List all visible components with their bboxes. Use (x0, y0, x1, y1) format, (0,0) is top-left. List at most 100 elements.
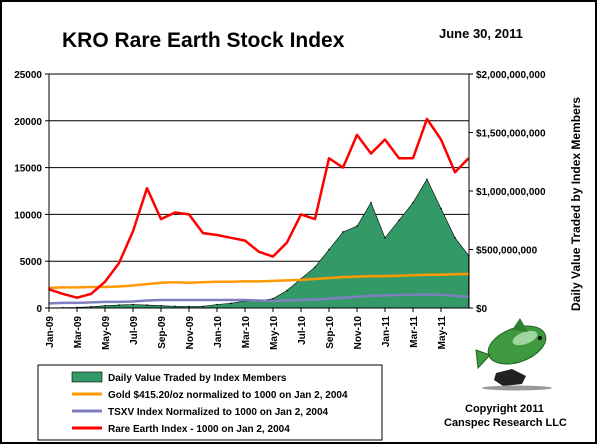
x-tick-label: Nov-09 (185, 316, 196, 350)
x-tick-label: Sep-10 (325, 316, 336, 349)
series-point-gold (230, 280, 232, 283)
volume-point (90, 306, 92, 308)
series-point-tsxv (174, 299, 176, 301)
series-point-tsxv (244, 299, 246, 301)
series-point-rare (146, 187, 148, 189)
volume-point (174, 305, 176, 308)
series-point-gold (342, 276, 344, 278)
series-point-gold (300, 279, 302, 281)
series-point-gold (118, 285, 120, 288)
x-tick-label: Sep-09 (157, 316, 168, 349)
series-point-rare (454, 171, 456, 174)
right-axis-ticks: $0 $500,000,000 $1,000,000,000 $1,500,000,0… (469, 70, 546, 315)
series-point-rare (398, 157, 400, 160)
x-tick-label: Jan-11 (381, 316, 392, 348)
volume-area (48, 178, 470, 309)
series-point-rare (202, 232, 204, 234)
legend-label: Daily Value Traded by Index Members (108, 373, 287, 384)
volume-series-area (48, 178, 469, 309)
series-point-tsxv (300, 299, 302, 301)
left-tick-label: 15000 (14, 164, 42, 175)
x-tick-label: Mar-09 (73, 316, 84, 349)
series-point-tsxv (216, 299, 218, 301)
x-tick-label: Mar-10 (241, 316, 252, 349)
legend-label: TSXV Index Normalized to 1000 on Jan 2, … (108, 407, 329, 418)
series-point-gold (62, 286, 64, 289)
series-point-tsxv (384, 294, 386, 297)
series-point-gold (328, 277, 330, 279)
volume-point (412, 201, 414, 204)
series-point-gold (216, 280, 218, 283)
x-tick-label: Jul-10 (297, 316, 308, 345)
series-point-gold (412, 274, 414, 277)
series-point-rare (440, 138, 442, 141)
legend-swatch (71, 371, 103, 383)
series-point-tsxv (398, 294, 400, 296)
right-tick-label: $1,000,000,000 (476, 187, 546, 198)
volume-point (328, 248, 330, 251)
series-point-tsxv (258, 299, 260, 302)
copyright-text: Copyright 2011 (465, 403, 544, 415)
x-tick-label: Jul-09 (129, 316, 140, 345)
series-point-rare (132, 230, 134, 233)
company-name: Canspec Research LLC (444, 417, 567, 429)
series-point-rare (90, 293, 92, 295)
chart-date: June 30, 2011 (439, 26, 523, 41)
series-point-tsxv (160, 299, 162, 301)
series-point-gold (356, 275, 358, 278)
left-tick-label: 0 (36, 304, 42, 315)
series-point-tsxv (272, 300, 274, 302)
volume-point (160, 304, 162, 307)
series-point-rare (62, 293, 64, 295)
series-point-tsxv (440, 294, 442, 296)
series-point-tsxv (426, 293, 428, 296)
series-point-rare (76, 296, 78, 299)
x-tick-label: May-11 (437, 316, 448, 350)
right-tick-label: $2,000,000,000 (476, 70, 546, 81)
series-point-rare (300, 213, 302, 216)
series-point-tsxv (370, 295, 372, 297)
x-tick-label: Nov-10 (353, 316, 364, 350)
left-tick-label: 5000 (20, 257, 43, 268)
series-point-rare (314, 218, 316, 220)
chart-title: KRO Rare Earth Stock Index (62, 29, 345, 52)
series-point-gold (454, 273, 456, 276)
series-point-gold (76, 286, 78, 289)
series-point-rare (356, 134, 358, 136)
series-point-rare (286, 241, 288, 244)
volume-point (454, 237, 456, 239)
series-point-tsxv (454, 295, 456, 297)
series-point-gold (272, 280, 274, 282)
series-point-gold (286, 279, 288, 282)
legend-label: Gold $415.20/oz normalized to 1000 on Ja… (108, 390, 348, 401)
series-point-tsxv (356, 295, 358, 298)
series-point-tsxv (118, 301, 120, 303)
series-point-tsxv (188, 299, 190, 301)
series-point-gold (90, 286, 92, 288)
series-point-tsxv (230, 299, 232, 301)
legend: Daily Value Traded by Index Members Gold … (37, 364, 383, 441)
series-point-gold (104, 286, 106, 288)
right-tick-label: $0 (476, 304, 488, 315)
legend-label: Rare Earth Index - 1000 on Jan 2, 2004 (108, 424, 290, 435)
series-point-rare (160, 218, 162, 220)
right-tick-label: $500,000,000 (476, 246, 538, 257)
series-point-rare (328, 157, 330, 160)
series-point-tsxv (146, 299, 148, 302)
series-point-gold (132, 284, 134, 287)
series-point-gold (188, 281, 190, 284)
series-point-tsxv (342, 296, 344, 299)
series-point-rare (426, 118, 428, 120)
series-point-tsxv (76, 302, 78, 304)
x-tick-label: Mar-11 (409, 316, 420, 348)
series-point-rare (216, 234, 218, 236)
right-tick-label: $1,500,000,000 (476, 129, 546, 140)
series-point-gold (202, 281, 204, 284)
volume-point (104, 304, 106, 307)
volume-point (370, 201, 372, 204)
series-point-tsxv (132, 300, 134, 303)
series-point-rare (384, 138, 386, 141)
volume-point (230, 302, 232, 305)
series-point-gold (160, 281, 162, 284)
left-tick-label: 10000 (14, 210, 42, 221)
